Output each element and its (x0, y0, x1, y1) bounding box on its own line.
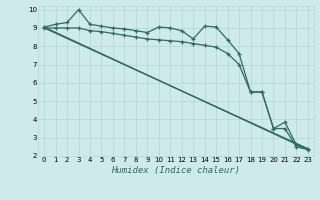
X-axis label: Humidex (Indice chaleur): Humidex (Indice chaleur) (111, 166, 241, 175)
